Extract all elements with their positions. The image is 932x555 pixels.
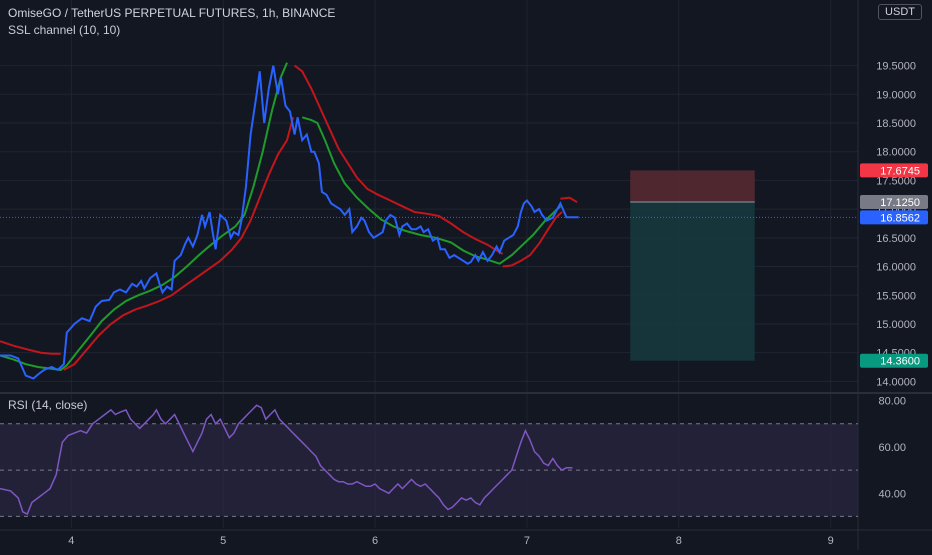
price-label-stop-bg — [860, 163, 928, 178]
price-axis-tick-label: 19.0000 — [876, 89, 916, 101]
stop-loss-zone — [630, 170, 755, 202]
indicator-title: SSL channel (10, 10) — [8, 23, 121, 37]
price-axis-tick-label: 18.5000 — [876, 118, 916, 130]
ssl-down-line — [63, 117, 295, 371]
price-axis-tick-label: 17.5000 — [876, 175, 916, 187]
time-axis-tick-label: 9 — [828, 535, 834, 547]
price-axis-tick-label: 14.0000 — [876, 376, 916, 388]
rsi-axis-tick-label: 60.00 — [878, 442, 906, 454]
price-axis-tick-label: 15.5000 — [876, 290, 916, 302]
currency-selector[interactable]: USDT — [878, 4, 922, 20]
ssl-down-line — [502, 211, 563, 268]
rsi-line — [0, 404, 573, 516]
price-axis-tick-label: 16.0000 — [876, 262, 916, 274]
ssl-down-line — [294, 64, 504, 255]
price-label-last: 16.8562 — [880, 212, 920, 224]
price-label-target: 14.3600 — [880, 356, 920, 368]
price-label-stop: 17.6745 — [880, 165, 920, 177]
price-label-last-bg — [860, 210, 928, 225]
time-axis-tick-label: 5 — [220, 535, 226, 547]
price-axis-tick-label: 16.5000 — [876, 233, 916, 245]
price-label-target-bg — [860, 353, 928, 368]
time-axis-tick-label: 8 — [676, 535, 682, 547]
time-axis-tick-label: 4 — [68, 535, 74, 547]
take-profit-zone — [630, 201, 755, 361]
rsi-axis-tick-label: 40.00 — [878, 488, 906, 500]
price-label-entry-bg — [860, 194, 928, 209]
rsi-title: RSI (14, close) — [8, 398, 88, 412]
symbol-title: OmiseGO / TetherUS PERPETUAL FUTURES, 1h… — [8, 6, 336, 20]
price-label-entry: 17.1250 — [880, 197, 920, 209]
time-axis-tick-label: 6 — [372, 535, 378, 547]
ssl-down-line — [0, 340, 61, 355]
ssl-down-line — [560, 196, 578, 204]
rsi-axis-tick-label: 80.00 — [878, 396, 906, 408]
price-axis-tick-label: 15.0000 — [876, 319, 916, 331]
price-axis-tick-label: 18.0000 — [876, 147, 916, 159]
price-line — [0, 65, 579, 380]
ssl-up-line — [301, 116, 562, 265]
price-axis-tick-label: 19.5000 — [876, 61, 916, 73]
time-axis-tick-label: 7 — [524, 535, 530, 547]
